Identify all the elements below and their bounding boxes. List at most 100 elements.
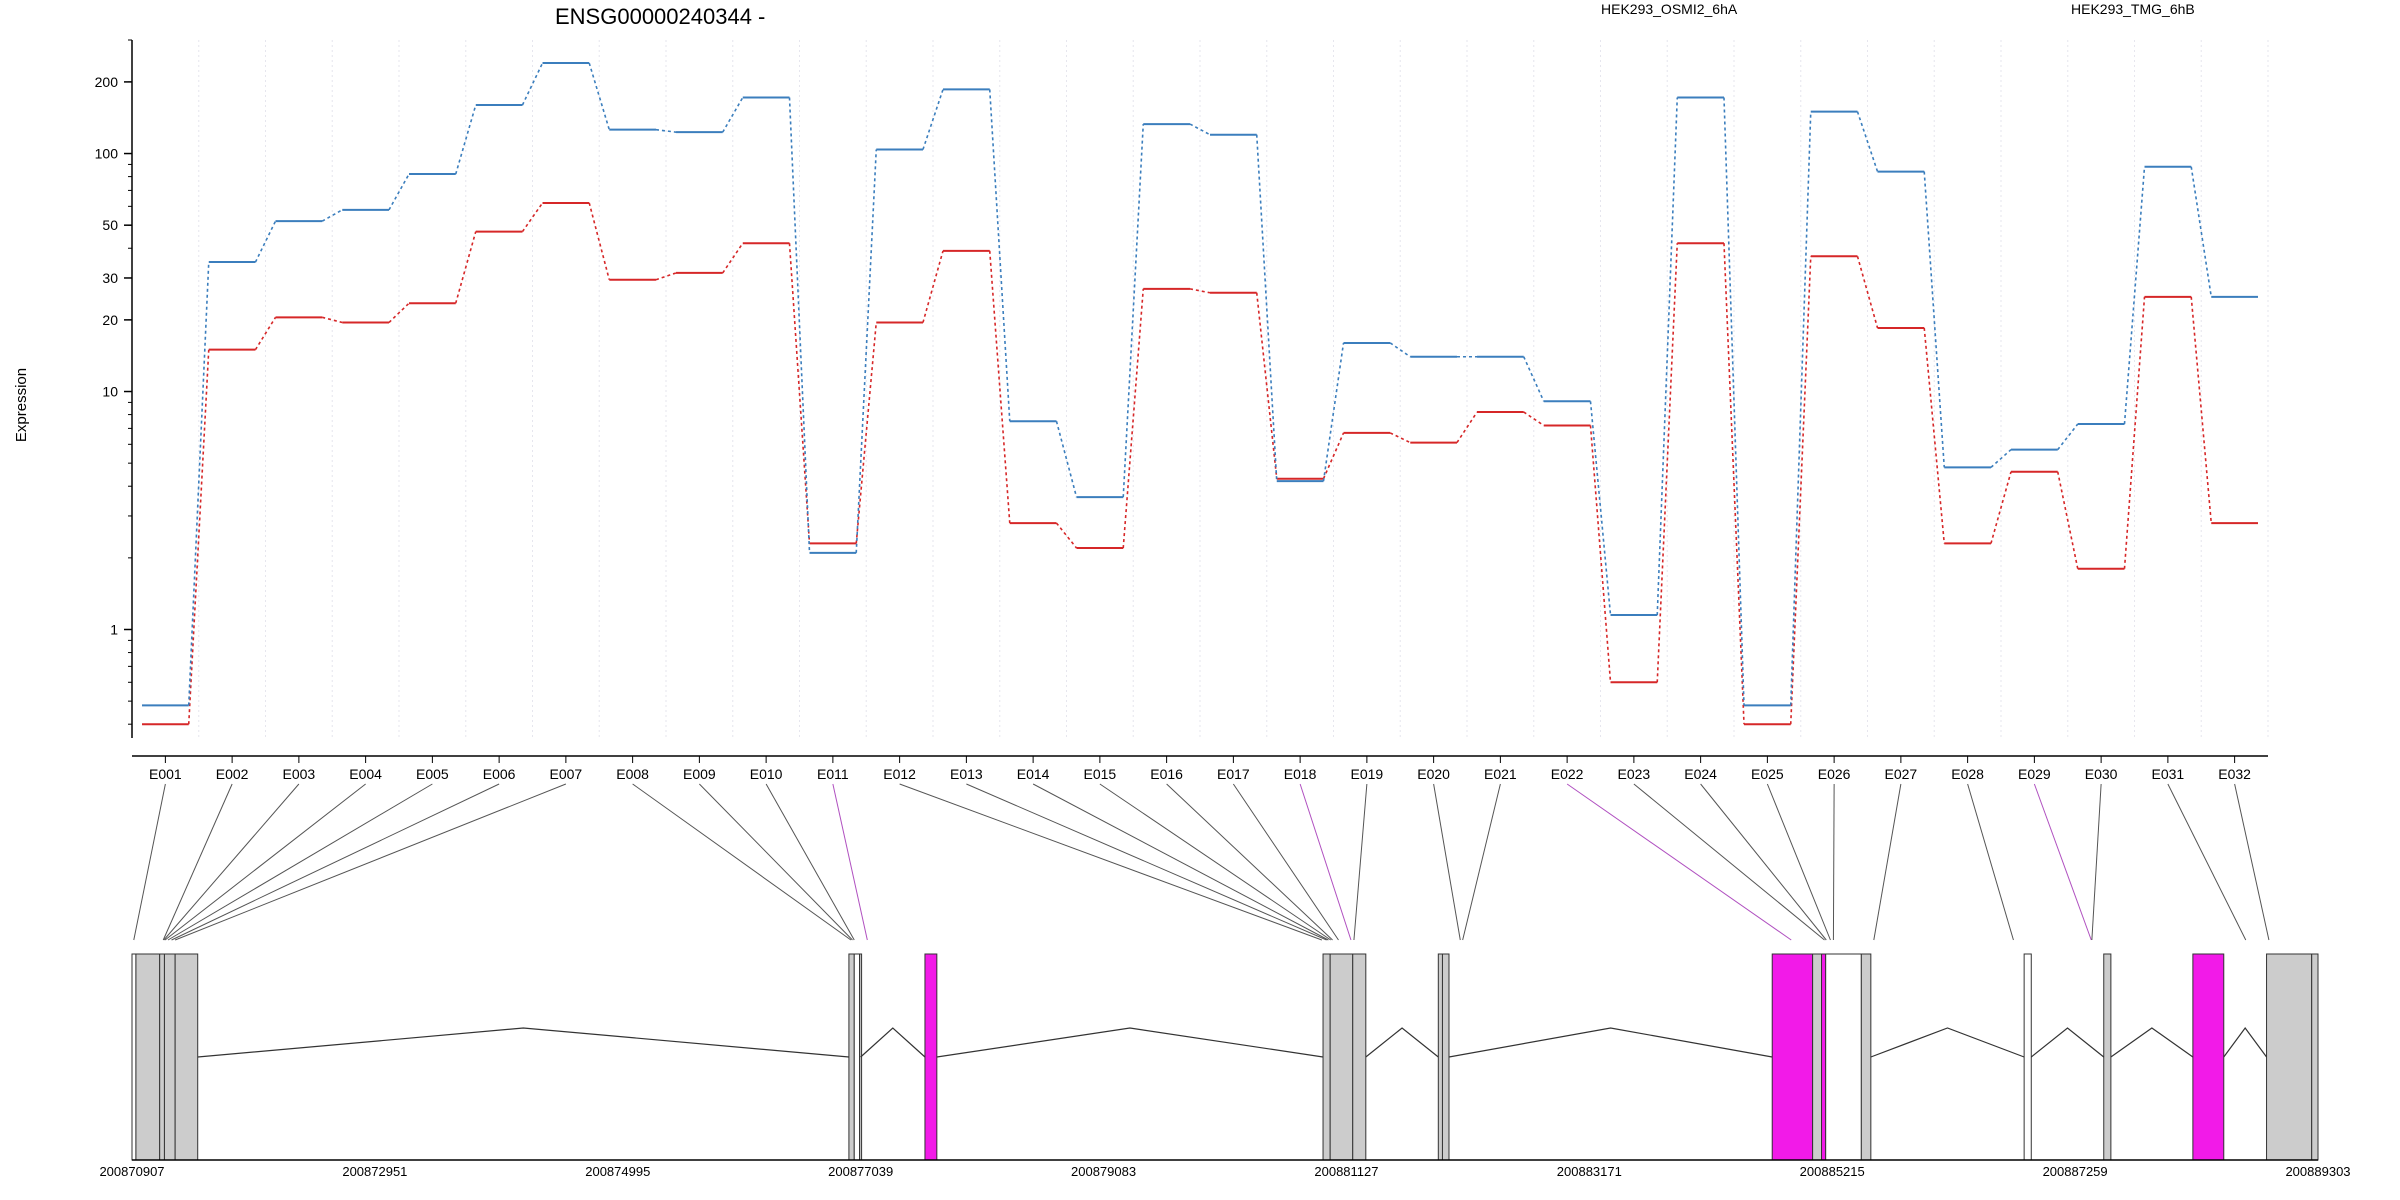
- genomic-coordinate-axis: 200870907 200872951 200874995 200877039 2008…: [99, 1159, 2351, 1179]
- transition-line: [1990, 471, 2012, 544]
- exon-connector: [1566, 783, 1792, 941]
- exon-block: [159, 953, 165, 1161]
- exon-connector: [1032, 783, 1329, 941]
- exon-connector: [1433, 783, 1461, 941]
- coordinate-label: 200889303: [2285, 1164, 2350, 1179]
- transition-line: [321, 209, 343, 222]
- exon-block: [2023, 953, 2032, 1161]
- coordinate-label: 200874995: [585, 1164, 650, 1179]
- transition-line: [1523, 411, 1545, 427]
- exon-block: [163, 953, 176, 1161]
- x-tick-label: E005: [416, 766, 449, 782]
- exon-block: [1329, 953, 1354, 1161]
- exon-connector-lines: [133, 783, 2270, 941]
- exon-connector: [1462, 783, 1501, 941]
- exon-connector: [1299, 783, 1352, 941]
- exon-connector: [632, 783, 852, 941]
- intron-line: [2110, 1027, 2194, 1058]
- transition-line: [922, 250, 944, 323]
- x-tick-label: E028: [1951, 766, 1984, 782]
- transition-line: [2190, 166, 2213, 297]
- x-tick-label: E031: [2152, 766, 2185, 782]
- exon-block: [2311, 953, 2319, 1161]
- coordinate-label: 200877039: [828, 1164, 893, 1179]
- transition-line: [788, 243, 811, 544]
- exon-connector: [1967, 783, 2014, 941]
- transition-line: [1589, 425, 1612, 683]
- transition-line: [1189, 123, 1211, 136]
- series-2: [142, 62, 2258, 707]
- transition-line: [521, 62, 544, 106]
- transition-line: [187, 262, 210, 706]
- intron-line: [2223, 1026, 2268, 1058]
- x-tick-label: E029: [2018, 766, 2051, 782]
- x-tick-label: E003: [283, 766, 316, 782]
- transition-line: [1122, 288, 1145, 549]
- x-tick-label: E015: [1084, 766, 1117, 782]
- transition-line: [2123, 166, 2146, 425]
- y-axis-label: Expression: [13, 368, 30, 442]
- x-tick-label: E009: [683, 766, 716, 782]
- x-axis: E001 E002 E003 E004 E005 E006 E007 E008 E009 E010…: [132, 755, 2268, 782]
- exon-connector: [174, 783, 567, 941]
- x-tick-label: E010: [750, 766, 783, 782]
- transition-line: [388, 302, 410, 324]
- transition-line: [1990, 449, 2012, 468]
- transition-line: [1923, 171, 1946, 468]
- coordinate-label: 200881127: [1314, 1164, 1378, 1179]
- intron-line: [2030, 1027, 2105, 1058]
- transition-line: [855, 149, 878, 553]
- exon-block: [131, 953, 137, 1161]
- x-tick-label: E013: [950, 766, 983, 782]
- x-tick-label: E017: [1217, 766, 1250, 782]
- exon-connector: [163, 783, 300, 941]
- exon-connector: [167, 783, 433, 941]
- transition-line: [1456, 411, 1478, 444]
- exon-block: [924, 953, 938, 1161]
- exon-block: [1825, 953, 1862, 1161]
- x-tick-label: E004: [349, 766, 382, 782]
- transition-line: [1723, 97, 1745, 706]
- transition-line: [2190, 296, 2213, 524]
- transition-line: [521, 202, 544, 233]
- transition-line: [254, 316, 277, 351]
- y-axis: 1 10 20 30 50 100 200: [95, 39, 133, 738]
- exon-connector: [1353, 783, 1368, 941]
- exon-connector: [1232, 783, 1339, 941]
- y-tick-label: 200: [95, 74, 119, 90]
- x-tick-label: E018: [1284, 766, 1317, 782]
- exon-block: [174, 953, 199, 1161]
- y-tick-label: 50: [102, 217, 118, 233]
- exon-connector: [1099, 783, 1332, 941]
- exon-connector: [133, 783, 166, 941]
- transition-line: [1656, 243, 1679, 683]
- transition-line: [1389, 342, 1411, 358]
- y-tick-label: 1: [110, 621, 118, 637]
- transition-line: [1923, 327, 1946, 544]
- exon-connector: [832, 783, 868, 941]
- x-tick-label: E027: [1885, 766, 1918, 782]
- y-tick-label: 100: [95, 146, 119, 162]
- x-tick-label: E025: [1751, 766, 1784, 782]
- intron-line: [1448, 1027, 1773, 1058]
- transition-line: [1122, 124, 1145, 498]
- exon-connector: [2234, 783, 2270, 941]
- exon-connector: [2167, 783, 2247, 941]
- x-tick-label: E032: [2218, 766, 2251, 782]
- x-tick-label: E002: [216, 766, 249, 782]
- x-tick-label: E011: [817, 766, 849, 782]
- exon-connector: [171, 783, 500, 941]
- x-tick-label: E014: [1017, 766, 1050, 782]
- x-tick-label: E030: [2085, 766, 2118, 782]
- transition-line: [1656, 97, 1679, 616]
- x-tick-label: E008: [616, 766, 649, 782]
- transition-line: [922, 89, 944, 150]
- exon-connector: [1700, 783, 1827, 941]
- transition-line: [454, 231, 477, 304]
- series-lines: [142, 62, 2258, 726]
- intron-line: [197, 1027, 849, 1058]
- exon-block: [1352, 953, 1367, 1161]
- exon-block: [1441, 953, 1450, 1161]
- x-tick-label: E022: [1551, 766, 1584, 782]
